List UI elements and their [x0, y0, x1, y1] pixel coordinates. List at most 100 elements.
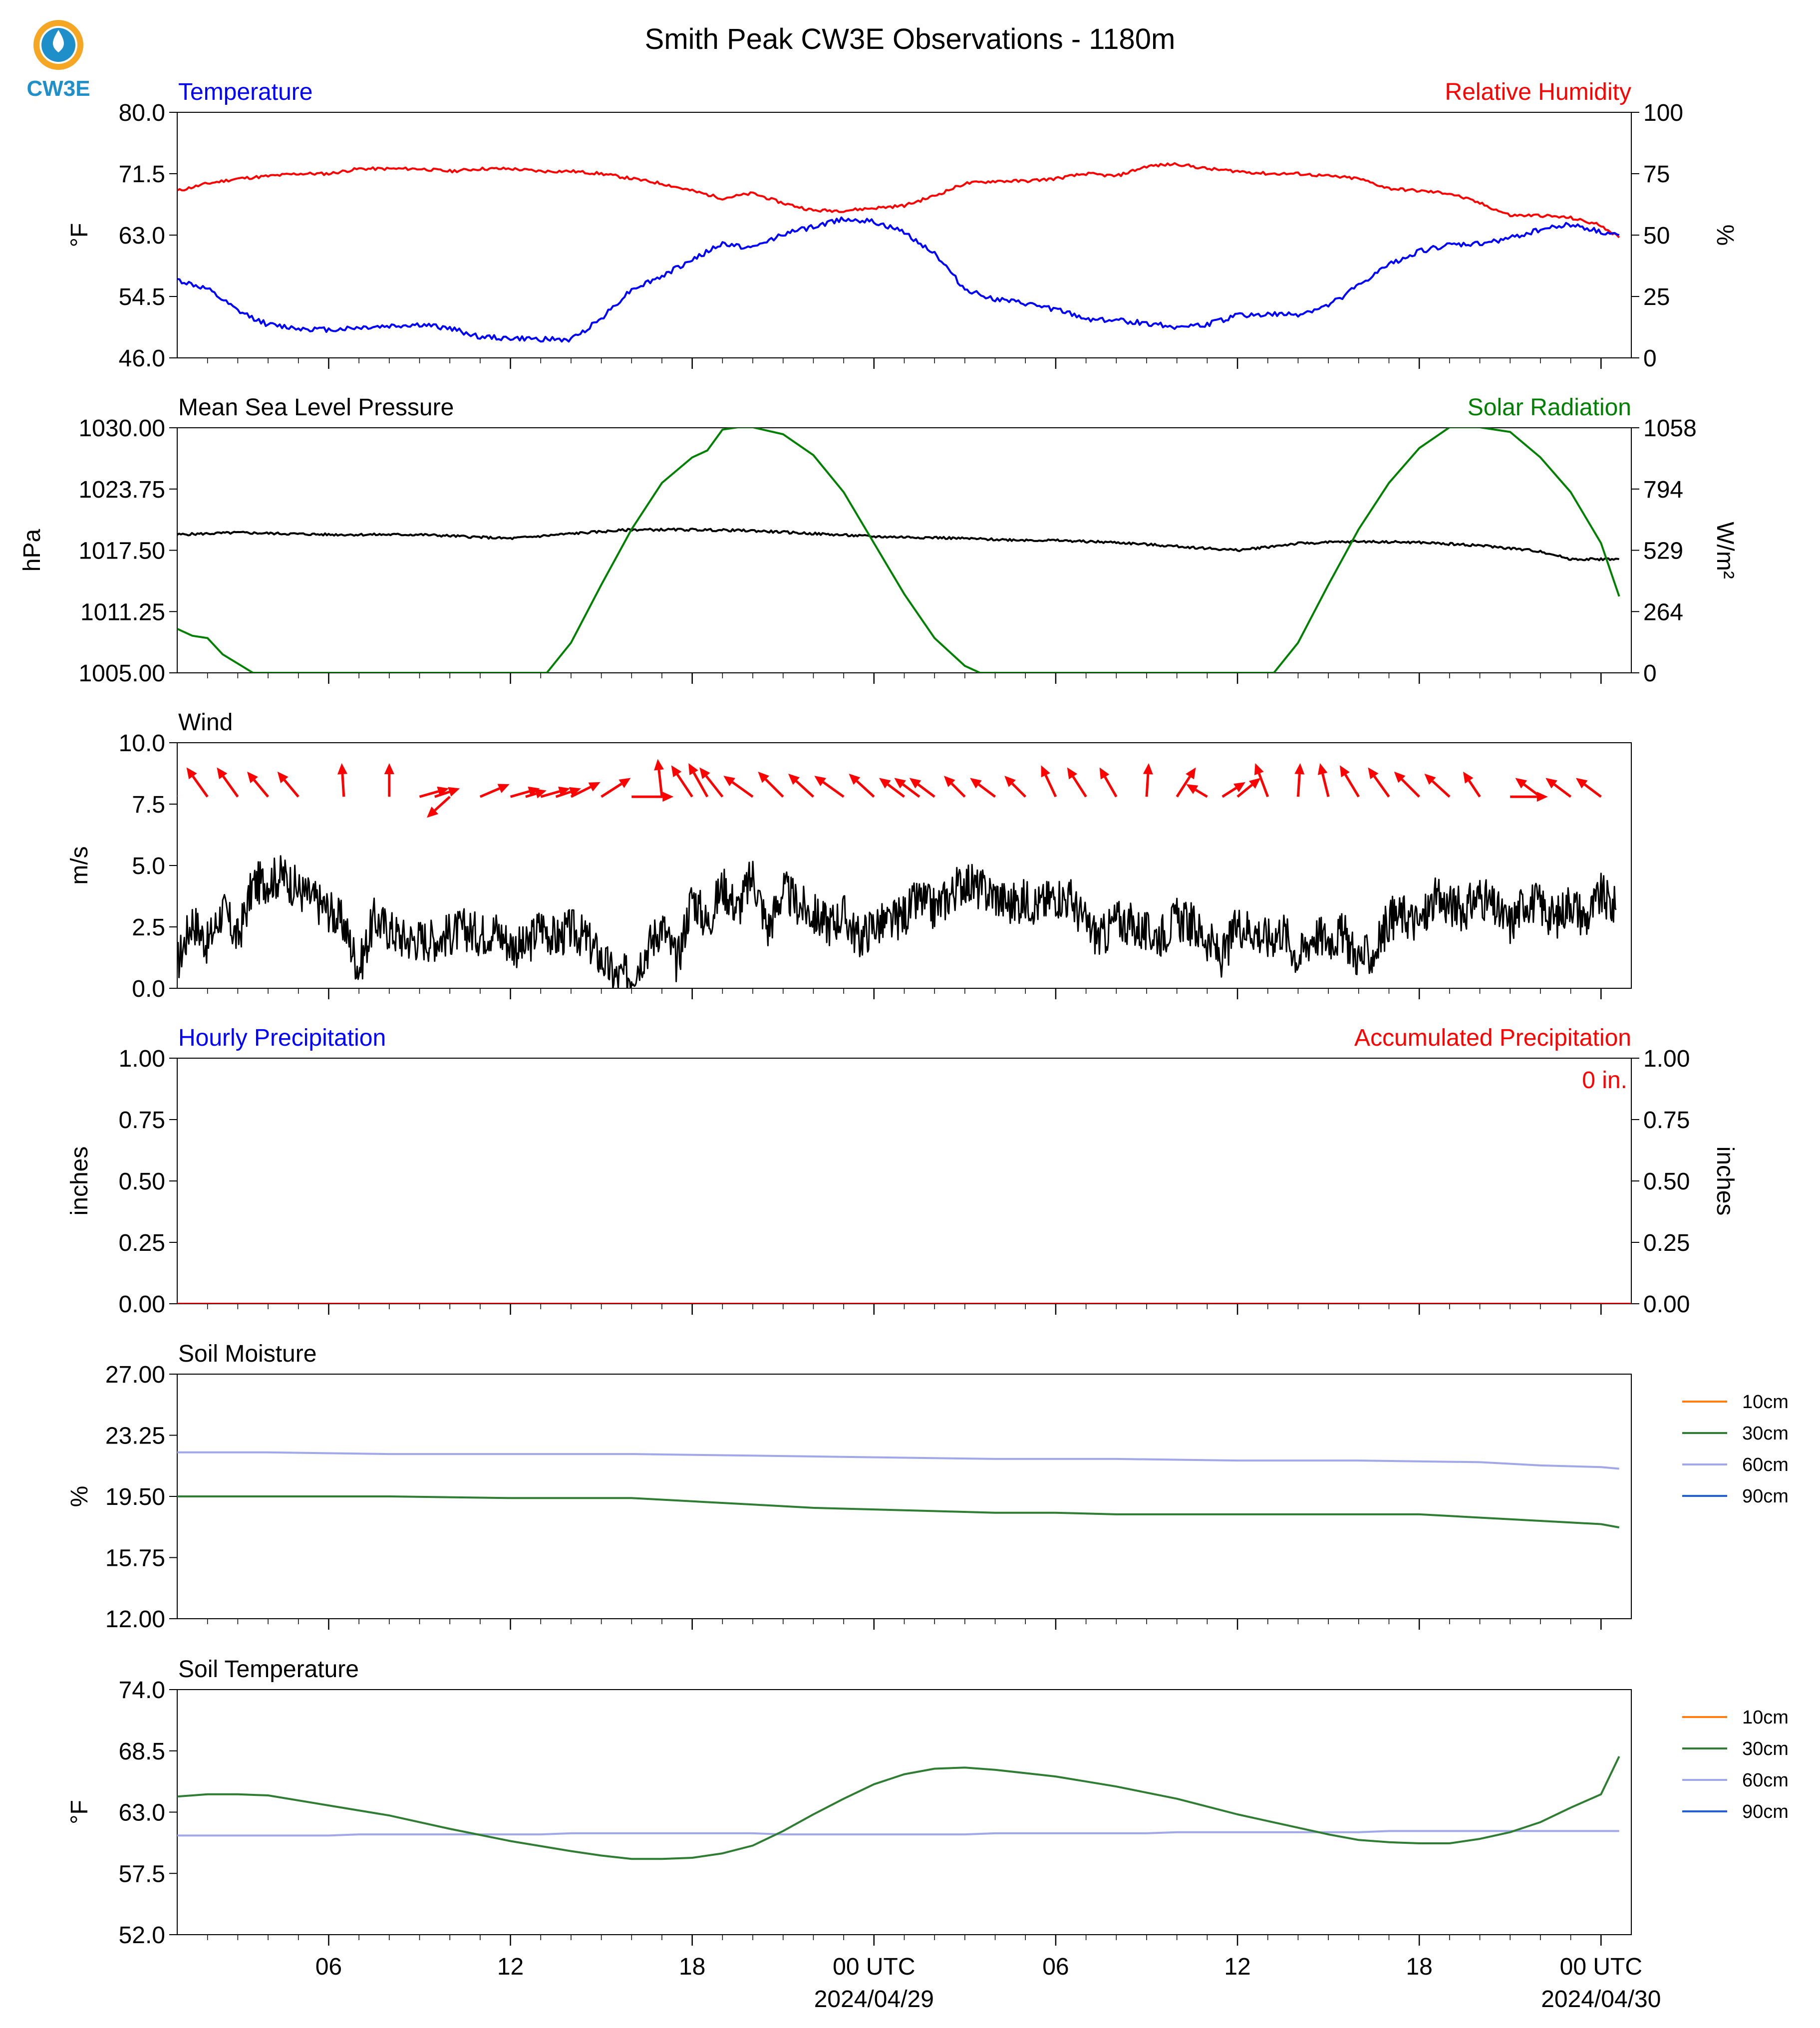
y-tick-label-left: 2.5: [132, 914, 165, 941]
series-line-black: [177, 527, 1620, 562]
wind-arrow: [692, 772, 709, 798]
wind-arrow: [222, 775, 239, 798]
y-tick-label-left: 0.50: [119, 1168, 165, 1195]
y-tick-label-left: 12.00: [105, 1606, 165, 1633]
y-tick-label-left: 0.0: [132, 976, 165, 1002]
plot-frame: [177, 112, 1632, 358]
wind-arrow: [1011, 783, 1027, 798]
wind-arrow-head: [384, 763, 394, 775]
y-tick-label-left: 5.0: [132, 853, 165, 879]
wind-arrow-head: [662, 792, 674, 802]
panel-title-right: Relative Humidity: [1445, 79, 1631, 105]
wind-arrow-head: [528, 786, 540, 797]
cw3e-logo: CW3E: [26, 20, 90, 101]
y-tick-label-left: 23.25: [105, 1423, 165, 1449]
wind-arrow-head: [654, 759, 664, 771]
wind-arrow-head: [699, 767, 710, 779]
y-tick-label-right: 0.75: [1643, 1107, 1690, 1134]
wind-arrow-head: [1368, 767, 1379, 780]
y-tick-label-left: 1030.00: [78, 415, 165, 442]
y-tick-label-left: 68.5: [119, 1738, 165, 1765]
y-axis-label-left: °F: [66, 1800, 93, 1824]
x-tick-label: 06: [315, 1954, 342, 1980]
wind-arrow-head: [1186, 784, 1199, 794]
y-tick-label-left: 54.5: [119, 284, 165, 310]
y-tick-label-left: 1017.50: [78, 538, 165, 565]
y-tick-label-left: 52.0: [119, 1922, 165, 1949]
plot-area: [177, 1451, 1620, 1529]
series-line-wind speed: [177, 855, 1617, 988]
y-tick-label-right: 0: [1643, 660, 1657, 687]
wind-arrow: [1344, 774, 1360, 798]
y-tick-label-right: 0.50: [1643, 1168, 1690, 1195]
y-tick-label-left: 0.25: [119, 1230, 165, 1256]
wind-arrow-head: [1041, 765, 1050, 778]
wind-arrow: [253, 779, 269, 798]
y-tick-label-left: 46.0: [119, 345, 165, 372]
wind-arrow: [822, 781, 845, 798]
x-date-label: 2024/04/30: [1541, 1986, 1661, 2013]
x-tick-label: 12: [1224, 1954, 1250, 1980]
panel-title-left: Mean Sea Level Pressure: [178, 394, 454, 421]
panel-3: 10.0 7.5 5.0 2.5 0.0 Wind m/s: [66, 709, 1632, 1002]
legend-label: 30cm: [1742, 1738, 1789, 1759]
wind-arrow: [1321, 773, 1330, 797]
plot-frame: [177, 427, 1632, 673]
wind-arrow-head: [1248, 778, 1261, 789]
wind-arrow: [1072, 776, 1087, 798]
logo-text: CW3E: [26, 76, 90, 101]
y-tick-label-right: 1058: [1643, 415, 1697, 442]
panel-title-left: Temperature: [178, 79, 312, 105]
wind-arrow: [555, 791, 571, 798]
wind-arrow: [887, 783, 905, 798]
wind-arrow-head: [909, 778, 921, 789]
wind-arrow-head: [1575, 778, 1588, 789]
wind-arrow: [283, 779, 300, 798]
wind-arrow: [434, 791, 450, 798]
wind-arrow-head: [497, 784, 510, 793]
wind-arrow-head: [1536, 792, 1548, 802]
panel-title-left: Soil Temperature: [178, 1656, 359, 1683]
wind-arrow: [341, 774, 345, 797]
wind-arrow: [419, 790, 439, 798]
plot-frame: [177, 1058, 1632, 1304]
y-tick-label-left: 74.0: [119, 1677, 165, 1704]
plot-area: [177, 428, 1620, 673]
x-tick-label: 18: [679, 1954, 705, 1980]
panel-title-left: Soil Moisture: [178, 1341, 316, 1367]
wind-arrow-head: [277, 771, 289, 784]
wind-arrow: [978, 783, 996, 798]
accumulated-total-label: 0 in.: [1582, 1067, 1627, 1094]
y-tick-label-left: 63.0: [119, 223, 165, 249]
panel-1: 80.0 71.5 63.0 54.5 46.0 100 75 50 25 0 Temperatur…: [66, 79, 1738, 372]
wind-arrow-head: [671, 765, 682, 778]
y-tick-label-left: 27.00: [105, 1362, 165, 1388]
series-line-red: [177, 162, 1620, 239]
legend-label: 30cm: [1742, 1423, 1789, 1444]
wind-arrow: [856, 780, 875, 798]
wind-arrow-head: [879, 778, 891, 789]
y-tick-label-left: 10.0: [119, 730, 165, 757]
wind-arrow-head: [588, 782, 601, 792]
x-tick-label: 00 UTC: [833, 1954, 915, 1980]
y-axis-label-right: inches: [1712, 1147, 1738, 1216]
wind-arrow-head: [186, 767, 197, 780]
series-line-30cm: [177, 1756, 1620, 1860]
y-tick-label-right: 25: [1643, 284, 1670, 310]
wind-arrow: [570, 786, 592, 798]
wind-arrow-head: [788, 774, 800, 785]
y-tick-label-left: 63.0: [119, 1800, 165, 1826]
y-tick-label-right: 1.00: [1643, 1046, 1690, 1072]
series-line-green: [177, 428, 1620, 673]
panel-6: 74.0 68.5 63.0 57.5 52.0 Soil Temperature °F 10…: [66, 1656, 1789, 2013]
wind-arrow-head: [154, 772, 165, 783]
wind-arrow: [1373, 775, 1390, 798]
wind-arrow: [540, 790, 560, 798]
wind-arrow: [1296, 774, 1301, 797]
wind-arrow-head: [1143, 763, 1153, 775]
wind-arrow: [601, 783, 622, 798]
series-line-30cm: [177, 1495, 1620, 1529]
y-axis-label-left: hPa: [19, 529, 45, 572]
wind-arrow: [1523, 783, 1541, 798]
chart-title: Smith Peak CW3E Observations - 1180m: [645, 23, 1176, 55]
